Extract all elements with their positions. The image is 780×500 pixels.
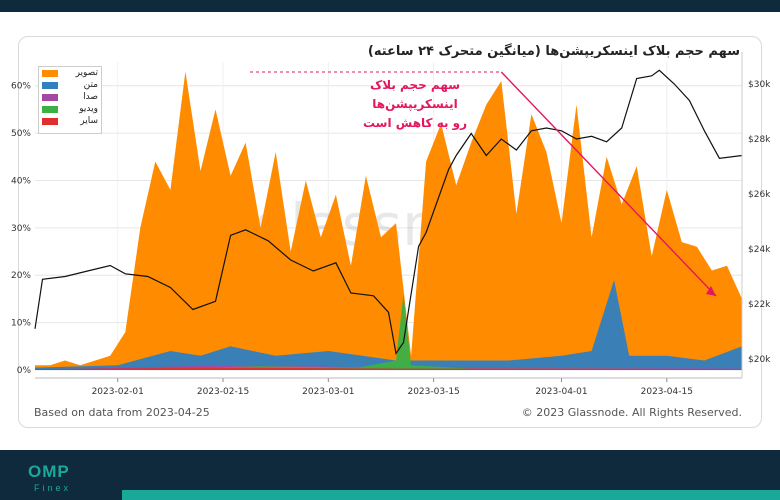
legend-item-other: سایر — [39, 115, 101, 127]
brand-logo: OMP — [28, 462, 70, 481]
y-left-tick-label: 10% — [11, 319, 31, 329]
legend-swatch-audio — [42, 93, 58, 101]
y-right-tick-label: $20k — [748, 355, 771, 365]
x-tick-label: 2023-02-01 — [92, 387, 144, 397]
legend-item-image: تصویر — [39, 67, 101, 79]
y-left-tick-label: 50% — [11, 129, 31, 139]
x-tick-label: 2023-03-01 — [302, 387, 354, 397]
legend-label-other: سایر — [80, 116, 98, 126]
x-tick-label: 2023-04-15 — [641, 387, 693, 397]
x-tick-label: 2023-04-01 — [535, 387, 587, 397]
legend-swatch-other — [42, 117, 58, 125]
top-banner — [0, 0, 780, 12]
y-right-tick-label: $30k — [748, 80, 771, 90]
y-left-tick-label: 30% — [11, 224, 31, 234]
axes: 0% 10% 20% 30% 40% 50% 60% $20k $22k $24k $26k $28k… — [11, 52, 771, 397]
legend-label-image: تصویر — [75, 68, 98, 78]
legend-label-audio: صدا — [83, 92, 98, 102]
chart-title: سهم حجم بلاک اینسکریپشن‌ها (میانگین متحر… — [367, 44, 740, 59]
trend-annotation — [250, 71, 717, 297]
y-right-tick-label: $22k — [748, 300, 771, 310]
legend-label-text: متن — [83, 80, 98, 90]
legend: تصویر متن صدا ویدیو سایر — [38, 66, 102, 134]
area-image — [35, 71, 742, 370]
brand-logo-subtitle: Finex — [34, 483, 72, 493]
legend-swatch-video — [42, 105, 58, 113]
y-right-tick-label: $28k — [748, 135, 771, 145]
x-tick-label: 2023-02-15 — [197, 387, 249, 397]
legend-item-text: متن — [39, 79, 101, 91]
y-right-tick-label: $24k — [748, 245, 771, 255]
area-text — [35, 280, 742, 370]
bottom-accent-bar — [122, 490, 780, 500]
x-tick-label: 2023-03-15 — [407, 387, 459, 397]
legend-swatch-text — [42, 81, 58, 89]
trend-arrow-line — [500, 71, 717, 297]
y-left-tick-label: 40% — [11, 176, 31, 186]
price-line — [34, 69, 743, 356]
legend-item-video: ویدیو — [39, 103, 101, 115]
trend-arrow-head — [706, 286, 716, 296]
y-right-tick-label: $26k — [748, 190, 771, 200]
area-other — [35, 367, 742, 370]
legend-label-video: ویدیو — [79, 104, 98, 114]
annotation-line-1: سهم حجم بلاک اینسکریپشن‌ها — [369, 78, 461, 111]
y-left-tick-label: 0% — [17, 366, 32, 376]
btc-price-line — [34, 69, 743, 356]
legend-item-audio: صدا — [39, 91, 101, 103]
y-left-tick-label: 20% — [11, 271, 31, 281]
y-left-tick-label: 60% — [11, 82, 31, 92]
footer-data-date: Based on data from 2023-04-25 — [34, 406, 210, 419]
legend-swatch-image — [42, 69, 58, 77]
annotation-line-2: رو به کاهش است — [362, 116, 468, 130]
stacked-areas — [35, 71, 742, 370]
annotation-text: سهم حجم بلاک اینسکریپشن‌ها رو به کاهش اس… — [330, 76, 500, 133]
footer-copyright: © 2023 Glassnode. All Rights Reserved. — [521, 406, 742, 419]
